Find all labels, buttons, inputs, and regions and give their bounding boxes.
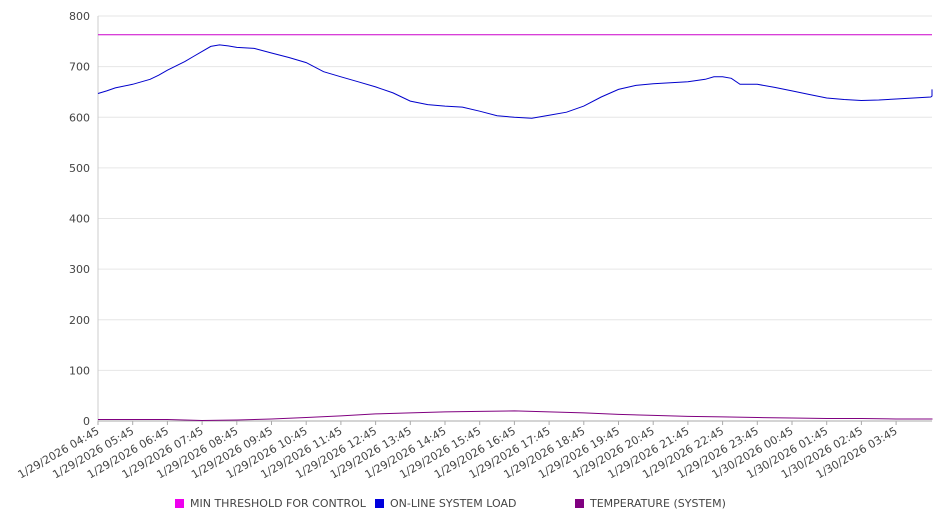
legend-label-min-threshold: MIN THRESHOLD FOR CONTROL (190, 497, 366, 510)
y-tick-label: 700 (69, 61, 90, 74)
y-tick-label: 300 (69, 263, 90, 276)
legend-label-system-load: ON-LINE SYSTEM LOAD (390, 497, 517, 510)
legend: MIN THRESHOLD FOR CONTROL ON-LINE SYSTEM… (0, 497, 946, 517)
grid (98, 15, 932, 422)
series-line-on-line-system-load (97, 44, 933, 119)
legend-label-temperature: TEMPERATURE (SYSTEM) (590, 497, 726, 510)
y-tick-label: 600 (69, 111, 90, 124)
series-lines (97, 34, 933, 422)
y-tick-label: 100 (69, 364, 90, 377)
legend-swatch-temperature (575, 499, 584, 508)
legend-swatch-min-threshold (175, 499, 184, 508)
y-tick-label: 200 (69, 314, 90, 327)
y-tick-label: 500 (69, 162, 90, 175)
legend-item-min-threshold: MIN THRESHOLD FOR CONTROL (175, 497, 366, 510)
y-axis: 0 100 200 300 400 500 600 700 800 (69, 10, 99, 428)
y-tick-label: 0 (83, 415, 90, 428)
y-tick-label: 800 (69, 10, 90, 23)
legend-item-temperature: TEMPERATURE (SYSTEM) (575, 497, 726, 510)
x-axis: 1/29/2026 04:451/29/2026 05:451/29/2026 … (16, 420, 932, 481)
y-tick-label: 400 (69, 213, 90, 226)
legend-swatch-system-load (375, 499, 384, 508)
series-line-temperature-system (98, 410, 933, 422)
legend-item-system-load: ON-LINE SYSTEM LOAD (375, 497, 516, 510)
